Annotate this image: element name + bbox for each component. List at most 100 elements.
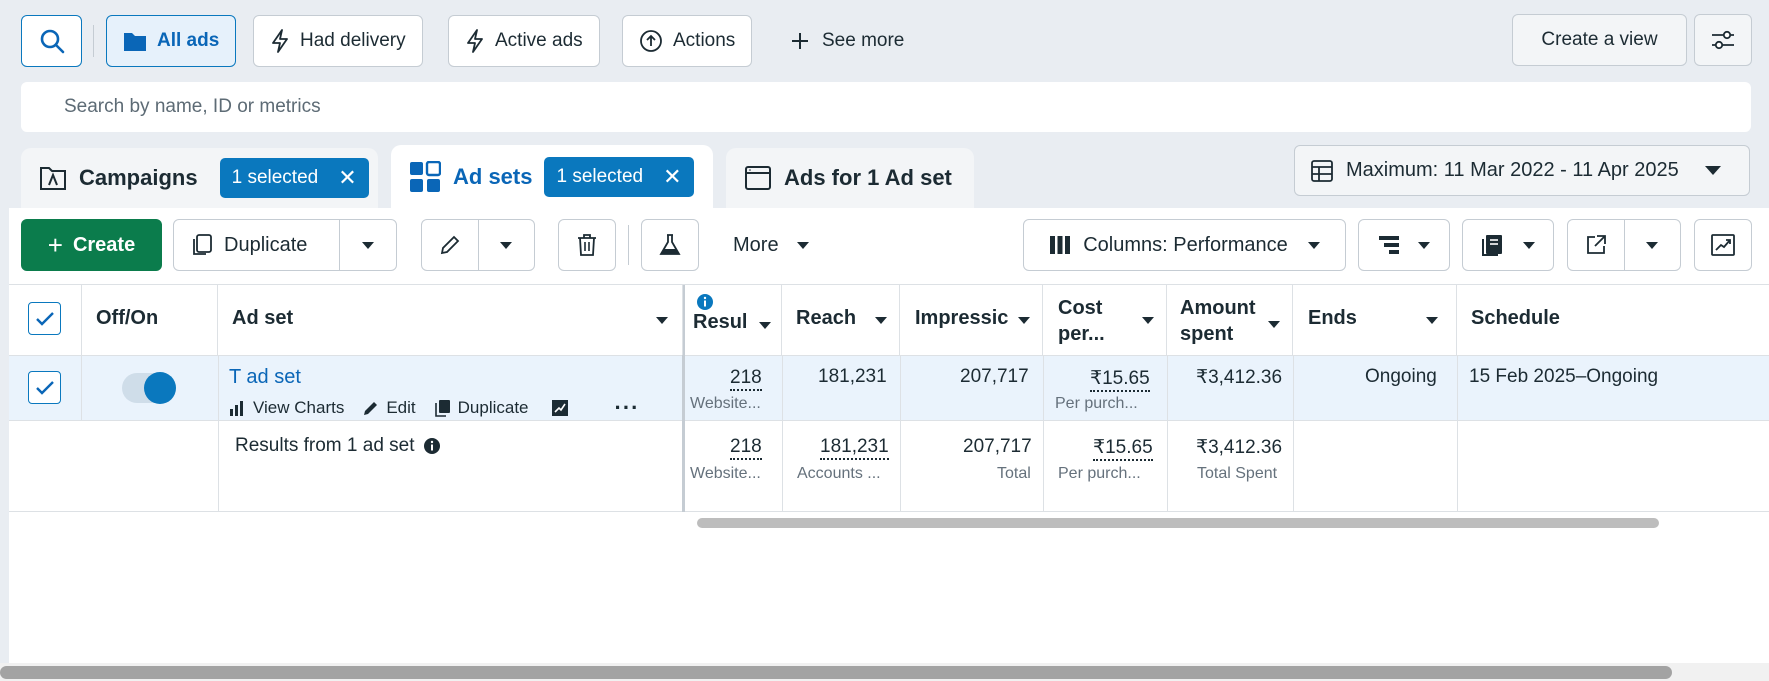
sort-caret-icon[interactable] xyxy=(656,317,668,324)
columns-label: Columns: Performance xyxy=(1083,233,1288,256)
edit-link[interactable]: Edit xyxy=(386,398,416,417)
sort-caret-icon[interactable] xyxy=(875,317,887,324)
more-button[interactable]: More xyxy=(733,219,809,271)
actions-label: Actions xyxy=(673,30,736,51)
tab-ads[interactable]: Ads for 1 Ad set xyxy=(726,148,974,208)
campaigns-selected-chip[interactable]: 1 selected ✕ xyxy=(219,158,369,198)
bar-chart-icon xyxy=(230,401,243,416)
search-input[interactable]: Search by name, ID or metrics xyxy=(21,82,1751,132)
create-view-label: Create a view xyxy=(1541,29,1658,50)
breakdown-button[interactable] xyxy=(1358,219,1450,271)
delivery-toggle[interactable] xyxy=(122,372,176,404)
date-range-picker[interactable]: Maximum: 11 Mar 2022 - 11 Apr 2025 xyxy=(1294,145,1750,196)
frozen-divider xyxy=(682,355,685,512)
search-button[interactable] xyxy=(21,15,82,67)
see-more-label: See more xyxy=(822,30,905,51)
header-ends[interactable]: Ends xyxy=(1293,285,1457,355)
sort-caret-icon[interactable] xyxy=(1268,321,1280,328)
charts-button[interactable] xyxy=(1694,219,1752,271)
summary-amount-value: ₹3,412.36 xyxy=(1196,437,1283,458)
chevron-down-icon xyxy=(796,241,809,249)
checkmark-icon xyxy=(35,311,54,326)
campaign-flag-icon xyxy=(40,167,66,190)
customize-button[interactable] xyxy=(1694,14,1752,66)
header-offon: Off/On xyxy=(81,285,218,355)
trend-chart-icon[interactable] xyxy=(551,399,569,417)
duplicate-button[interactable]: Duplicate xyxy=(174,220,339,270)
ad-window-icon xyxy=(745,166,771,190)
tab-campaigns-label: Campaigns xyxy=(79,165,198,190)
tab-adsets[interactable]: Ad sets 1 selected ✕ xyxy=(391,145,713,208)
pencil-icon xyxy=(440,235,460,255)
close-icon[interactable]: ✕ xyxy=(338,165,357,190)
chevron-down-icon xyxy=(500,241,513,249)
tab-campaigns[interactable]: Campaigns 1 selected ✕ xyxy=(21,148,378,208)
header-ends-label: Ends xyxy=(1308,307,1357,329)
had-delivery-button[interactable]: Had delivery xyxy=(253,15,423,67)
row-amount-value: ₹3,412.36 xyxy=(1196,367,1283,388)
active-ads-button[interactable]: Active ads xyxy=(448,15,600,67)
table-horizontal-scrollbar[interactable] xyxy=(697,518,1659,528)
all-ads-button[interactable]: All ads xyxy=(106,15,237,67)
ab-test-button[interactable] xyxy=(641,219,699,271)
header-adset-label: Ad set xyxy=(232,307,294,329)
page-horizontal-scrollbar[interactable] xyxy=(0,666,1672,679)
more-options-icon[interactable]: ··· xyxy=(614,395,640,420)
row-actions: View Charts Edit Duplicate ··· xyxy=(229,395,640,421)
row-checkbox[interactable] xyxy=(28,371,61,404)
sort-caret-icon[interactable] xyxy=(1426,317,1438,324)
duplicate-dropdown[interactable] xyxy=(339,220,396,270)
duplicate-link[interactable]: Duplicate xyxy=(457,398,529,417)
grid-icon xyxy=(410,160,441,192)
view-charts-link[interactable]: View Charts xyxy=(253,398,345,417)
header-reach[interactable]: Reach xyxy=(782,285,900,355)
delete-button[interactable] xyxy=(558,219,616,271)
export-dropdown[interactable] xyxy=(1623,220,1680,270)
summary-results-value: 218 xyxy=(730,436,762,460)
select-all-checkbox[interactable] xyxy=(28,302,61,335)
reports-icon xyxy=(1482,235,1502,256)
header-adset[interactable]: Ad set xyxy=(218,285,683,355)
edit-dropdown[interactable] xyxy=(477,220,534,270)
search-icon xyxy=(40,29,64,54)
toolbar-divider xyxy=(628,225,629,265)
header-results[interactable]: Resul xyxy=(683,285,782,355)
sort-caret-icon[interactable] xyxy=(1142,317,1154,324)
row-impressions-value: 207,717 xyxy=(960,366,1029,387)
sort-caret-icon[interactable] xyxy=(1018,317,1030,324)
col-divider xyxy=(1293,355,1294,512)
export-button[interactable] xyxy=(1568,220,1624,270)
col-divider xyxy=(1167,355,1168,512)
header-impressions[interactable]: Impressic xyxy=(900,285,1043,355)
toggle-knob xyxy=(144,372,176,404)
create-label: Create xyxy=(72,233,136,256)
table-row[interactable] xyxy=(9,355,1769,421)
columns-button[interactable]: Columns: Performance xyxy=(1023,219,1346,271)
create-button[interactable]: + Create xyxy=(21,219,162,271)
info-icon[interactable] xyxy=(423,437,441,455)
close-icon[interactable]: ✕ xyxy=(663,163,682,189)
sort-caret-icon[interactable] xyxy=(759,322,771,329)
header-amount[interactable]: Amount spent xyxy=(1167,285,1293,355)
filter-divider xyxy=(93,25,94,57)
create-view-button[interactable]: Create a view xyxy=(1512,14,1687,66)
tab-ads-label: Ads for 1 Ad set xyxy=(784,165,952,190)
sliders-icon xyxy=(1712,30,1734,50)
see-more-button[interactable]: See more xyxy=(790,15,904,67)
actions-button[interactable]: Actions xyxy=(622,15,753,67)
lightning-icon xyxy=(467,29,483,53)
main-panel xyxy=(9,208,1769,663)
header-schedule[interactable]: Schedule xyxy=(1457,285,1769,355)
summary-reach-sub: Accounts ... xyxy=(797,465,881,482)
copy-icon xyxy=(434,400,450,417)
adset-name-link[interactable]: T ad set xyxy=(229,366,301,388)
summary-row xyxy=(9,421,1769,512)
plus-icon: + xyxy=(47,229,63,260)
edit-button[interactable] xyxy=(422,220,478,270)
reports-button[interactable] xyxy=(1462,219,1554,271)
lightning-icon xyxy=(272,29,288,53)
header-cost[interactable]: Cost per... xyxy=(1043,285,1167,355)
date-range-label: Maximum: 11 Mar 2022 - 11 Apr 2025 xyxy=(1346,159,1679,181)
adsets-selected-chip[interactable]: 1 selected ✕ xyxy=(544,156,694,197)
summary-label-text: Results from 1 ad set xyxy=(235,435,415,456)
